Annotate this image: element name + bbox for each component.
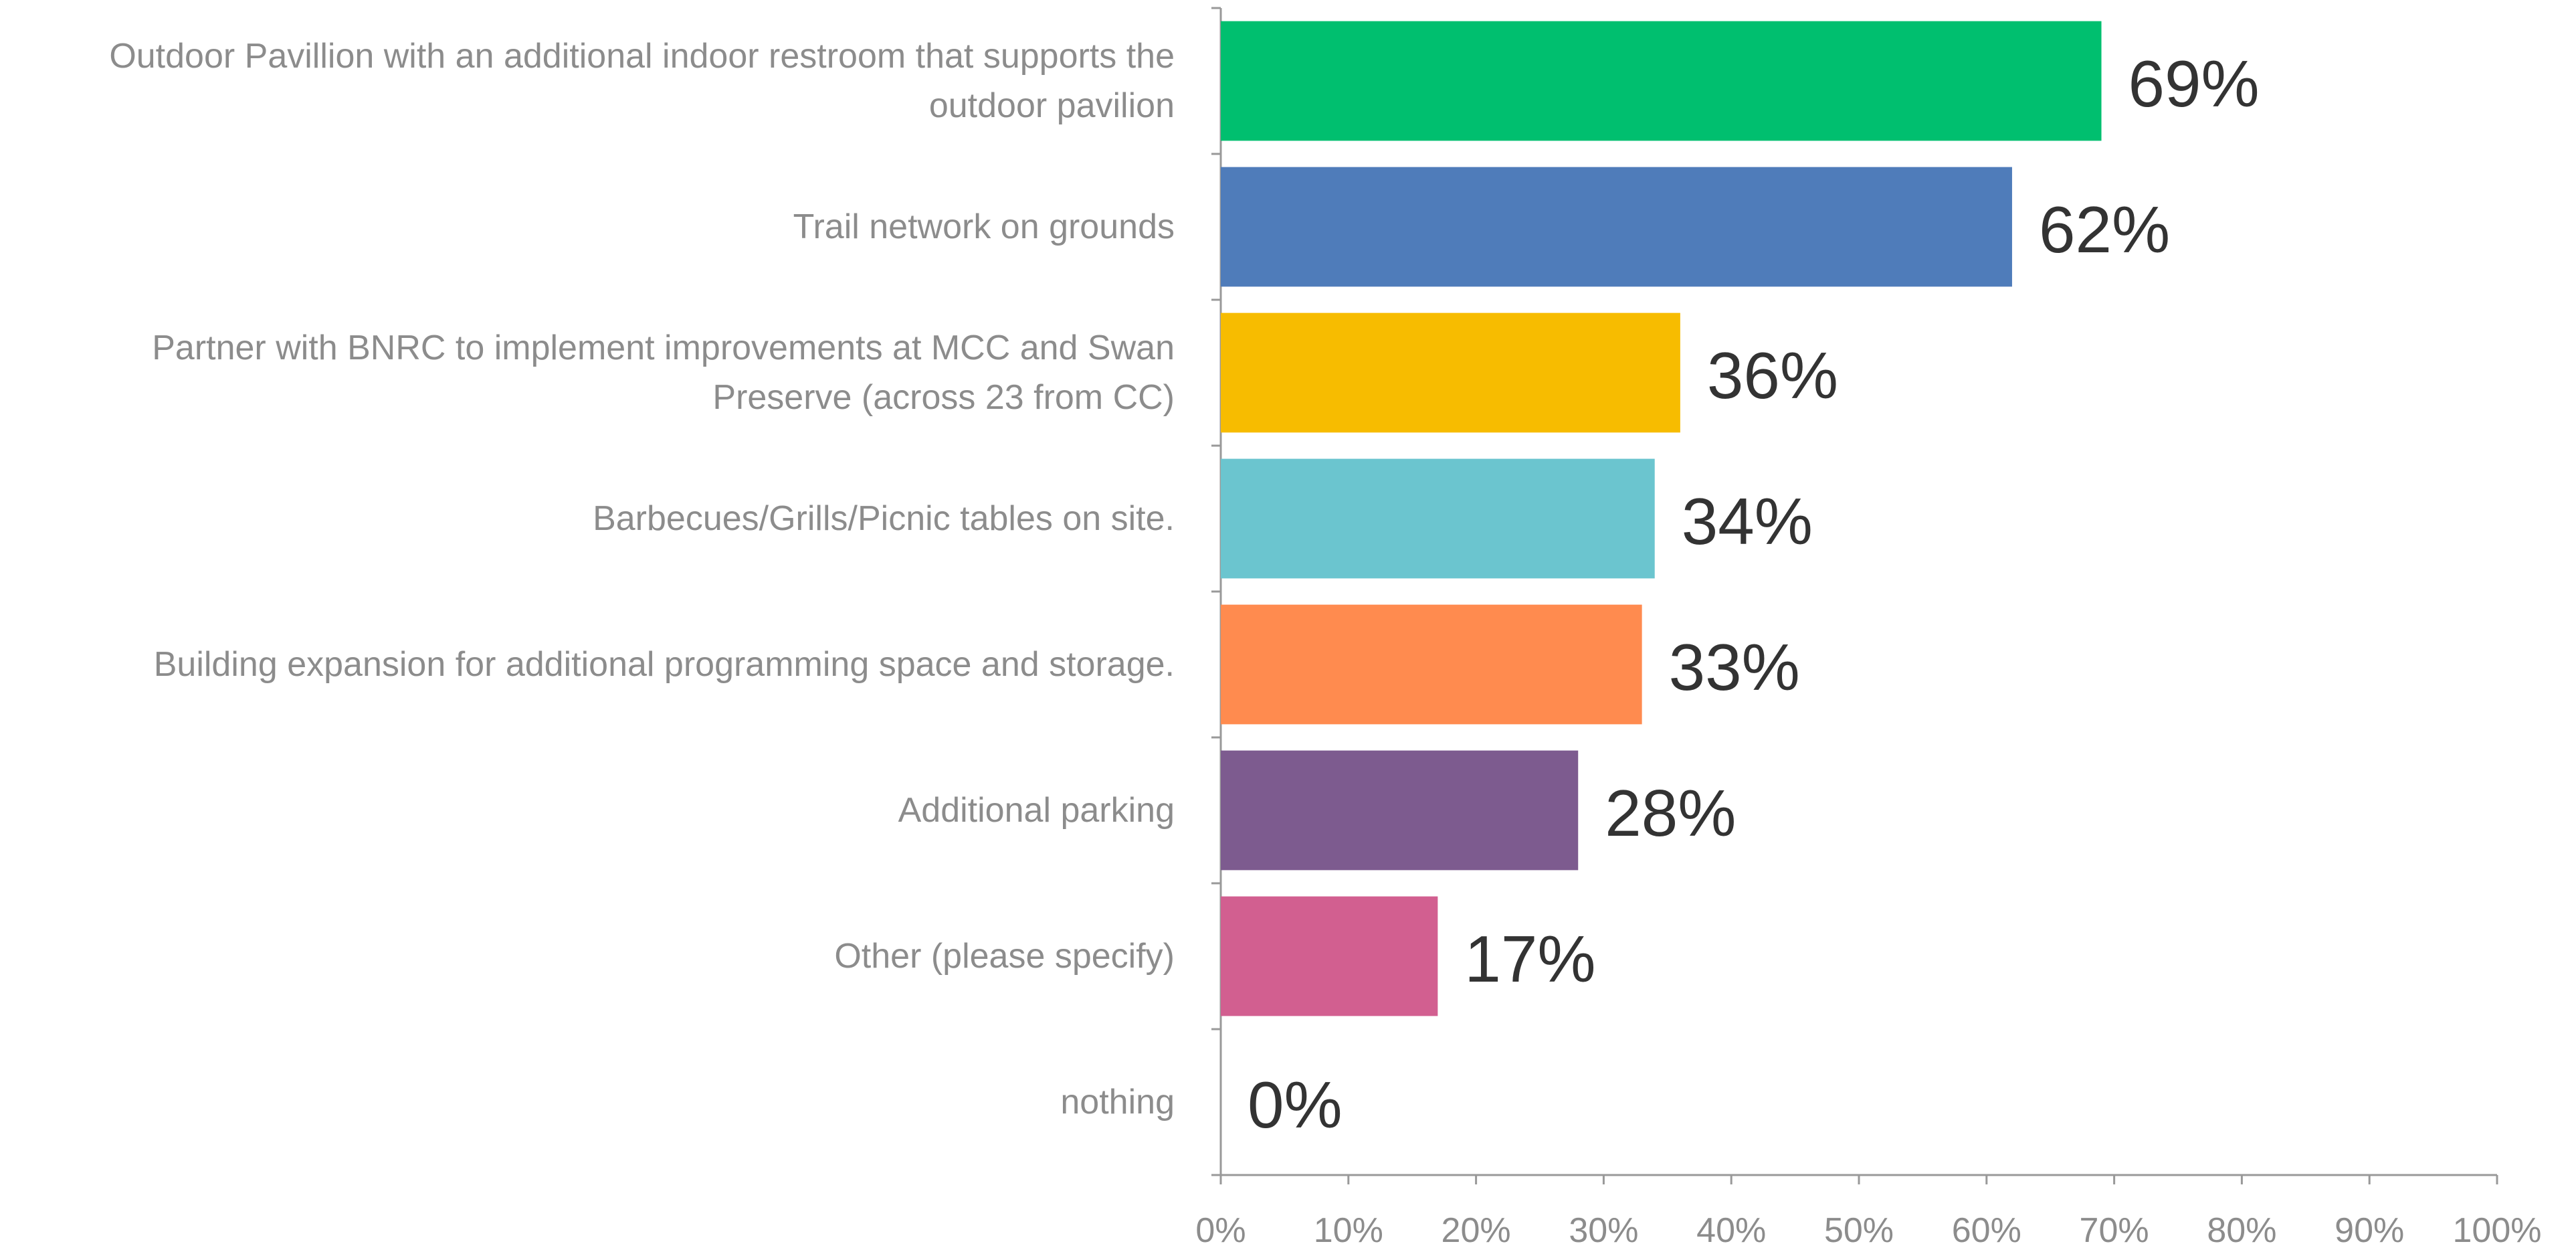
category-label: Additional parking <box>898 791 1175 830</box>
category-label: Other (please specify) <box>834 937 1175 976</box>
bar <box>1221 167 2012 287</box>
x-tick-label: 80% <box>2207 1211 2276 1250</box>
x-tick-label: 10% <box>1314 1211 1383 1250</box>
bar <box>1221 21 2102 141</box>
bar <box>1221 750 1579 871</box>
x-tick-label: 40% <box>1696 1211 1766 1250</box>
category-label: Trail network on grounds <box>793 207 1175 246</box>
value-label: 36% <box>1707 339 1838 412</box>
value-label: 28% <box>1605 776 1736 850</box>
value-label: 69% <box>2128 47 2260 120</box>
category-label: Barbecues/Grills/Picnic tables on site. <box>593 499 1175 538</box>
x-tick-label: 100% <box>2453 1211 2542 1250</box>
bar <box>1221 896 1438 1016</box>
x-tick-label: 90% <box>2335 1211 2404 1250</box>
category-label: Partner with BNRC to implement improveme… <box>152 329 1175 417</box>
x-tick-label: 70% <box>2080 1211 2149 1250</box>
category-label: Building expansion for additional progra… <box>153 645 1175 684</box>
category-label: Outdoor Pavillion with an additional ind… <box>109 37 1175 125</box>
value-label: 34% <box>1682 484 1813 558</box>
x-tick-label: 60% <box>1952 1211 2021 1250</box>
x-tick-label: 0% <box>1195 1211 1246 1250</box>
value-label: 17% <box>1464 922 1595 996</box>
bar <box>1221 604 1642 725</box>
value-label: 62% <box>2039 193 2170 266</box>
x-tick-label: 30% <box>1569 1211 1638 1250</box>
bar <box>1221 458 1655 579</box>
bar <box>1221 312 1680 433</box>
value-label: 0% <box>1248 1068 1343 1142</box>
value-label: 33% <box>1669 630 1800 704</box>
x-tick-label: 20% <box>1442 1211 1511 1250</box>
category-label: nothing <box>1060 1083 1175 1121</box>
x-tick-label: 50% <box>1824 1211 1894 1250</box>
